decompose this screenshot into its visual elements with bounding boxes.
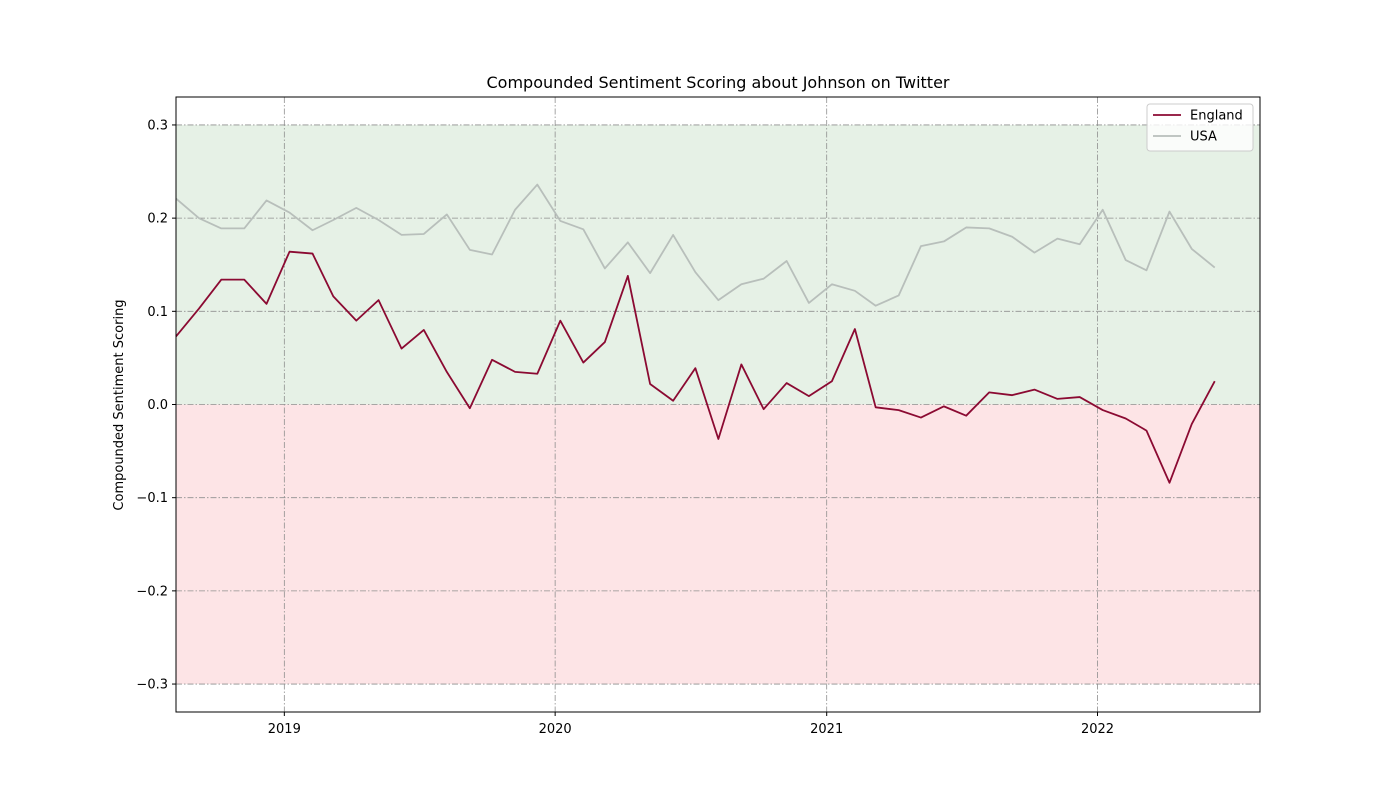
legend-label-usa: USA: [1190, 130, 1217, 145]
series-line-usa: [175, 183, 1216, 307]
y-tick-label: −0.3: [136, 678, 168, 693]
positive-band: [176, 124, 1260, 405]
negative-band: [176, 404, 1260, 685]
series-line-england: [175, 250, 1216, 484]
y-axis-label: Compounded Sentiment Scoring: [112, 299, 127, 510]
plot-area: −0.3 −0.2 −0.1 0.0 0.1 0.2 0.3 2019 2020 2021 2022…: [136, 96, 1261, 737]
y-tick-label: 0.1: [147, 305, 168, 320]
legend-label-england: England: [1190, 109, 1243, 124]
x-tick-label: 2019: [268, 722, 301, 737]
y-tick-label: −0.1: [136, 491, 168, 506]
x-tick-label: 2022: [1081, 722, 1114, 737]
x-tick-label: 2020: [539, 722, 572, 737]
y-tick-label: 0.3: [147, 118, 168, 133]
y-tick-label: 0.2: [147, 212, 168, 227]
y-tick-label: −0.2: [136, 584, 168, 599]
chart-title: Compounded Sentiment Scoring about Johns…: [487, 73, 950, 92]
x-tick-label: 2021: [810, 722, 843, 737]
y-tick-label: 0.0: [147, 398, 168, 413]
